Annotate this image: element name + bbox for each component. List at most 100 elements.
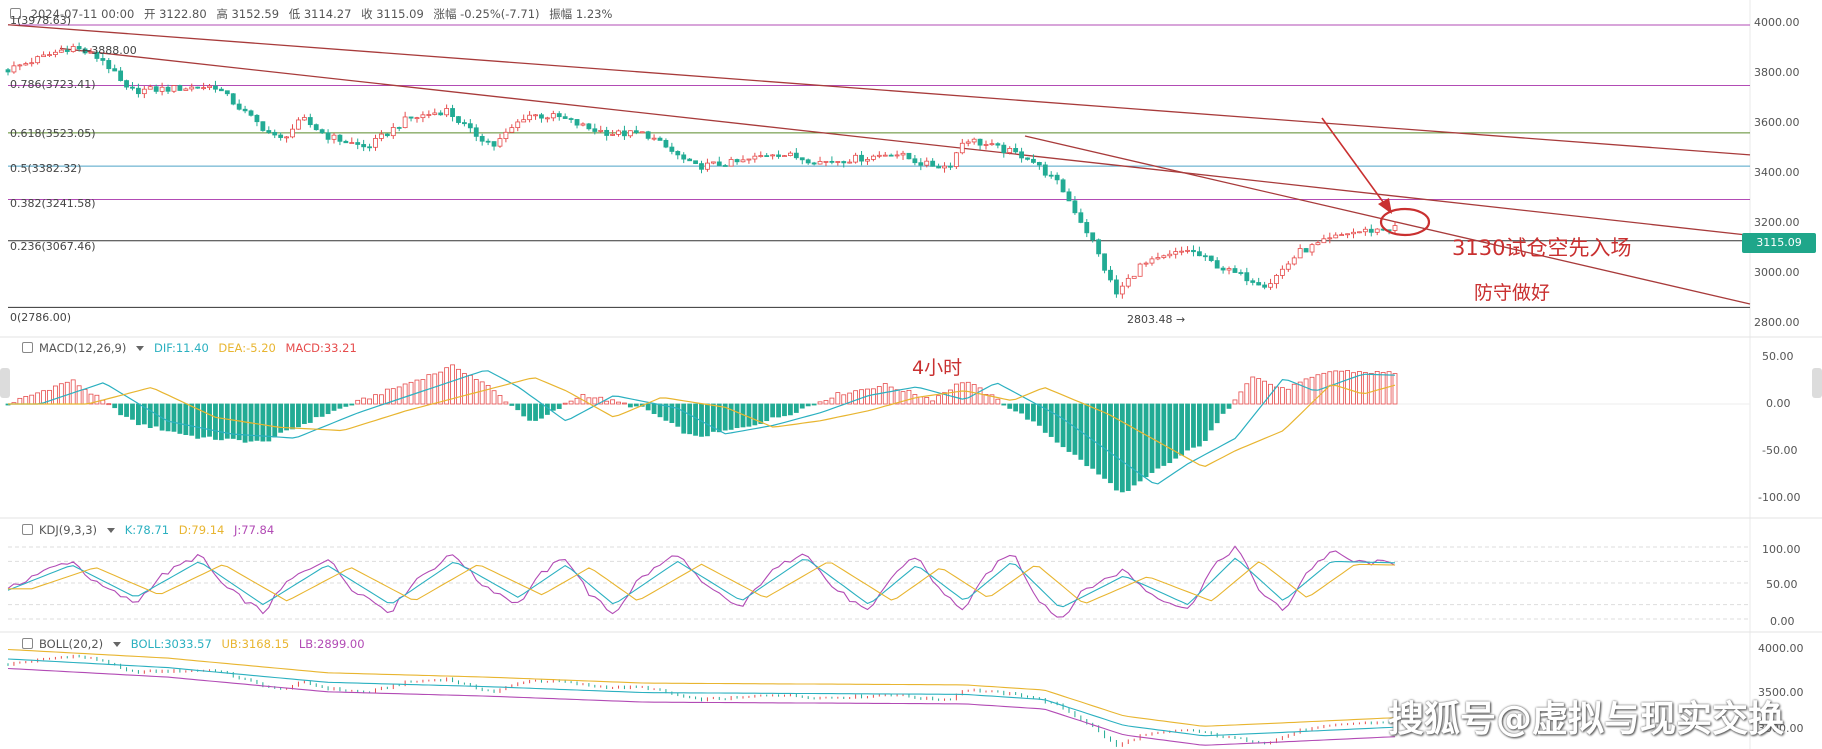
macd-settings-icon[interactable]	[22, 342, 33, 353]
candle-body	[1078, 212, 1084, 223]
candle-body	[639, 131, 645, 134]
candle-body	[402, 116, 408, 129]
boll-settings-icon[interactable]	[22, 638, 33, 649]
macd-bar	[1036, 403, 1042, 426]
candle-body	[888, 154, 894, 157]
macd-bar	[467, 374, 473, 405]
macd-bar	[456, 368, 461, 405]
macd-bar	[82, 389, 88, 405]
macd-bar	[47, 389, 52, 405]
candle-body	[17, 64, 23, 67]
macd-bar	[1007, 403, 1013, 409]
fib-label: 0(2786.00)	[10, 311, 72, 324]
macd-bar	[444, 367, 450, 405]
candle-body	[349, 142, 355, 144]
macd-bar	[1096, 403, 1102, 475]
candle-body	[438, 112, 444, 116]
candle-body	[426, 114, 432, 116]
candle-body	[669, 146, 675, 152]
macd-bar	[805, 403, 811, 407]
macd-bar	[17, 397, 23, 405]
candle-body	[829, 160, 835, 163]
macd-bar	[1048, 403, 1054, 437]
price-tick: 4000.00	[1754, 16, 1800, 29]
macd-bar	[1238, 391, 1244, 405]
macd-dropdown-icon[interactable]	[136, 346, 145, 351]
candle-body	[147, 86, 153, 90]
macd-bar	[1262, 380, 1267, 405]
candle-body	[657, 137, 663, 141]
candle-body	[918, 162, 924, 166]
candle-body	[414, 117, 420, 120]
candle-body	[343, 140, 349, 144]
candle-body	[693, 160, 698, 164]
macd-bar	[106, 403, 112, 406]
macd-bar	[1374, 370, 1380, 405]
macd-bar	[313, 403, 319, 418]
macd-bar	[556, 403, 562, 409]
candle-body	[76, 46, 82, 50]
macd-bar	[722, 403, 728, 431]
candle-body	[627, 130, 633, 137]
kdj-j-line	[7, 545, 1396, 618]
left-scroll-handle[interactable]	[0, 368, 10, 398]
header-date: 2024-07-11 00:00	[30, 7, 135, 21]
right-scroll-handle[interactable]	[1812, 368, 1822, 398]
macd-bar	[876, 386, 882, 405]
candle-body	[337, 134, 343, 142]
macd-bar	[1072, 403, 1078, 455]
candle-body	[1036, 162, 1042, 166]
candle-body	[254, 114, 260, 123]
macd-bar	[147, 403, 153, 429]
macd-bar	[213, 403, 218, 440]
kdj-dropdown-icon[interactable]	[107, 528, 116, 533]
macd-bar	[681, 403, 687, 434]
macd-bar	[379, 394, 384, 405]
fib-label: 1(3978.63)	[10, 14, 72, 27]
macd-bar	[847, 392, 853, 405]
macd-bar	[989, 394, 995, 405]
boll-dropdown-icon[interactable]	[113, 642, 122, 647]
macd-bar	[141, 403, 147, 425]
macd-bar	[829, 397, 835, 405]
macd-bar	[853, 390, 859, 405]
kdj-settings-icon[interactable]	[22, 524, 33, 535]
candle-body	[130, 86, 135, 89]
candle-body	[746, 158, 752, 161]
macd-bar	[361, 397, 367, 405]
candle-body	[770, 154, 776, 157]
candle-body	[136, 87, 141, 95]
macd-bar	[177, 403, 183, 434]
macd-bar	[301, 403, 307, 424]
macd-bar	[669, 403, 675, 423]
macd-bar	[1392, 373, 1398, 405]
candle-body	[924, 160, 930, 166]
macd-bar	[1137, 403, 1143, 482]
candle-body	[1185, 249, 1190, 252]
candle-body	[1357, 231, 1362, 234]
macd-bar	[1108, 403, 1113, 484]
candle-body	[592, 128, 598, 132]
candle-body	[473, 127, 479, 137]
macd-bar	[242, 403, 248, 443]
macd-bar	[254, 403, 260, 441]
macd-bar	[266, 403, 272, 442]
candle-body	[159, 86, 165, 92]
candle-body	[1001, 144, 1007, 153]
macd-bar	[349, 403, 355, 406]
macd-bar	[58, 383, 64, 405]
macd-bar	[355, 399, 361, 405]
header-open: 开 3122.80	[143, 7, 207, 21]
candle-body	[936, 165, 941, 169]
macd-bar	[76, 385, 82, 405]
price-tick: 3000.00	[1754, 266, 1800, 279]
macd-bar	[1179, 403, 1185, 456]
candle-body	[687, 158, 693, 162]
settings-icon[interactable]	[10, 8, 21, 19]
candle-body	[550, 113, 556, 119]
candle-body	[1048, 174, 1054, 177]
macd-bar	[627, 403, 633, 408]
candle-body	[1238, 272, 1244, 274]
macd-bar	[1054, 403, 1060, 443]
